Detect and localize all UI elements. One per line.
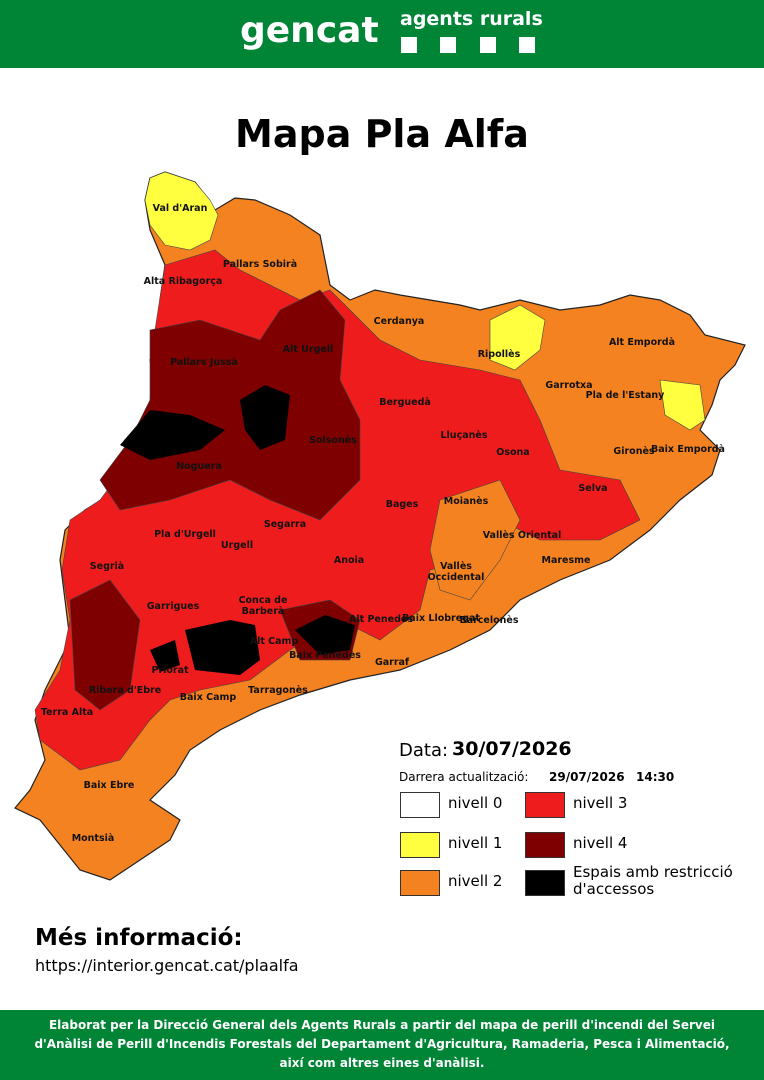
region-label: Cerdanya <box>373 316 425 327</box>
area-level-4 <box>99 289 361 521</box>
area-level-1 <box>659 379 706 431</box>
region-label: Val d'Aran <box>152 203 208 214</box>
update-date: 29/07/2026 <box>549 770 625 784</box>
region-label: Alt Empordà <box>608 337 676 348</box>
region-label: Lluçanès <box>440 430 488 441</box>
region-label: Noguera <box>176 461 222 472</box>
region-label: Segarra <box>263 519 307 530</box>
region-label: Ripollès <box>477 349 521 360</box>
region-label: Tarragonès <box>248 685 308 696</box>
footer: Elaborat per la Direcció General dels Ag… <box>0 1010 764 1080</box>
restricted-area <box>150 640 180 672</box>
region-label: Vallès Oriental <box>482 530 562 541</box>
logo: gencat <box>240 10 379 51</box>
restricted-area <box>295 615 355 655</box>
date-label: Data: <box>399 740 449 761</box>
region-label: Vallès Occidental <box>427 561 485 583</box>
region-label: Baix Ebre <box>83 780 135 791</box>
region-label: Baix Penedès <box>289 650 361 661</box>
brand-square <box>519 37 535 53</box>
region-label: Garrotxa <box>545 380 593 391</box>
region-label: Terra Alta <box>40 707 94 718</box>
region-label: Berguedà <box>379 397 431 408</box>
more-info-heading: Més informació: <box>35 925 243 951</box>
region-label: Pallars Jussà <box>170 357 238 368</box>
title: Mapa Pla Alfa <box>235 112 529 156</box>
region-label: Selva <box>578 483 608 494</box>
legend-label: nivell 2 <box>448 872 503 890</box>
region-label: Anoia <box>333 555 365 566</box>
region-label: Alta Ribagorça <box>143 276 223 287</box>
region-label: Alt Penedès <box>349 614 413 625</box>
brand-square <box>401 37 417 53</box>
region-label: Pallars Sobirà <box>222 259 298 270</box>
region-label: Baix Empordà <box>651 444 725 455</box>
region-label: Moianès <box>443 496 489 507</box>
restricted-area <box>240 385 290 450</box>
region-label: Garraf <box>374 657 410 668</box>
legend-label: nivell 4 <box>573 834 628 852</box>
region-label: Baix Camp <box>179 692 237 703</box>
region-label: Solsonès <box>309 435 357 446</box>
legend-swatch <box>525 870 565 896</box>
region-label: Conca de Barberà <box>238 595 288 617</box>
region-label: Garrigues <box>146 601 200 612</box>
region-label: Ribera d'Ebre <box>88 685 162 696</box>
area-level-2 <box>429 479 521 601</box>
update-time: 14:30 <box>636 770 675 784</box>
restricted-area <box>185 620 260 675</box>
region-label: Montsià <box>71 833 115 844</box>
area-level-1 <box>144 171 219 251</box>
legend-swatch <box>400 832 440 858</box>
region-label: Baix Llobregat <box>402 613 480 624</box>
legend-swatch <box>525 832 565 858</box>
region-label: Osona <box>496 447 530 458</box>
legend-swatch <box>400 870 440 896</box>
region-label: Urgell <box>220 540 254 551</box>
brand-square <box>480 37 496 53</box>
legend-label: nivell 0 <box>448 794 503 812</box>
region-label: Segrià <box>89 561 125 572</box>
brand: agents rurals <box>400 8 543 30</box>
region-label: Pla d'Urgell <box>154 529 216 540</box>
date: 30/07/2026 <box>452 738 572 760</box>
region-label: Alt Camp <box>249 636 299 647</box>
region-label: Bages <box>385 499 419 510</box>
region-label: Barcelonès <box>459 615 519 626</box>
area-level-1 <box>489 304 546 371</box>
legend-label: Espais amb restricció d'accessos <box>573 863 733 898</box>
header: gencat agents rurals <box>0 0 764 68</box>
region-label: Priorat <box>151 665 189 676</box>
restricted-area <box>120 410 225 460</box>
legend-label: nivell 1 <box>448 834 503 852</box>
region-label: Pla de l'Estany <box>585 390 665 401</box>
region-label: Alt Urgell <box>282 344 334 355</box>
legend-label: nivell 3 <box>573 794 628 812</box>
region-label: Gironès <box>613 446 655 457</box>
update-label: Darrera actualització: <box>399 770 529 784</box>
area-level-4 <box>69 579 141 711</box>
brand-square <box>440 37 456 53</box>
region-label: Maresme <box>541 555 591 566</box>
legend-swatch <box>525 792 565 818</box>
legend-swatch <box>400 792 440 818</box>
more-info-url: https://interior.gencat.cat/plaalfa <box>35 956 299 975</box>
